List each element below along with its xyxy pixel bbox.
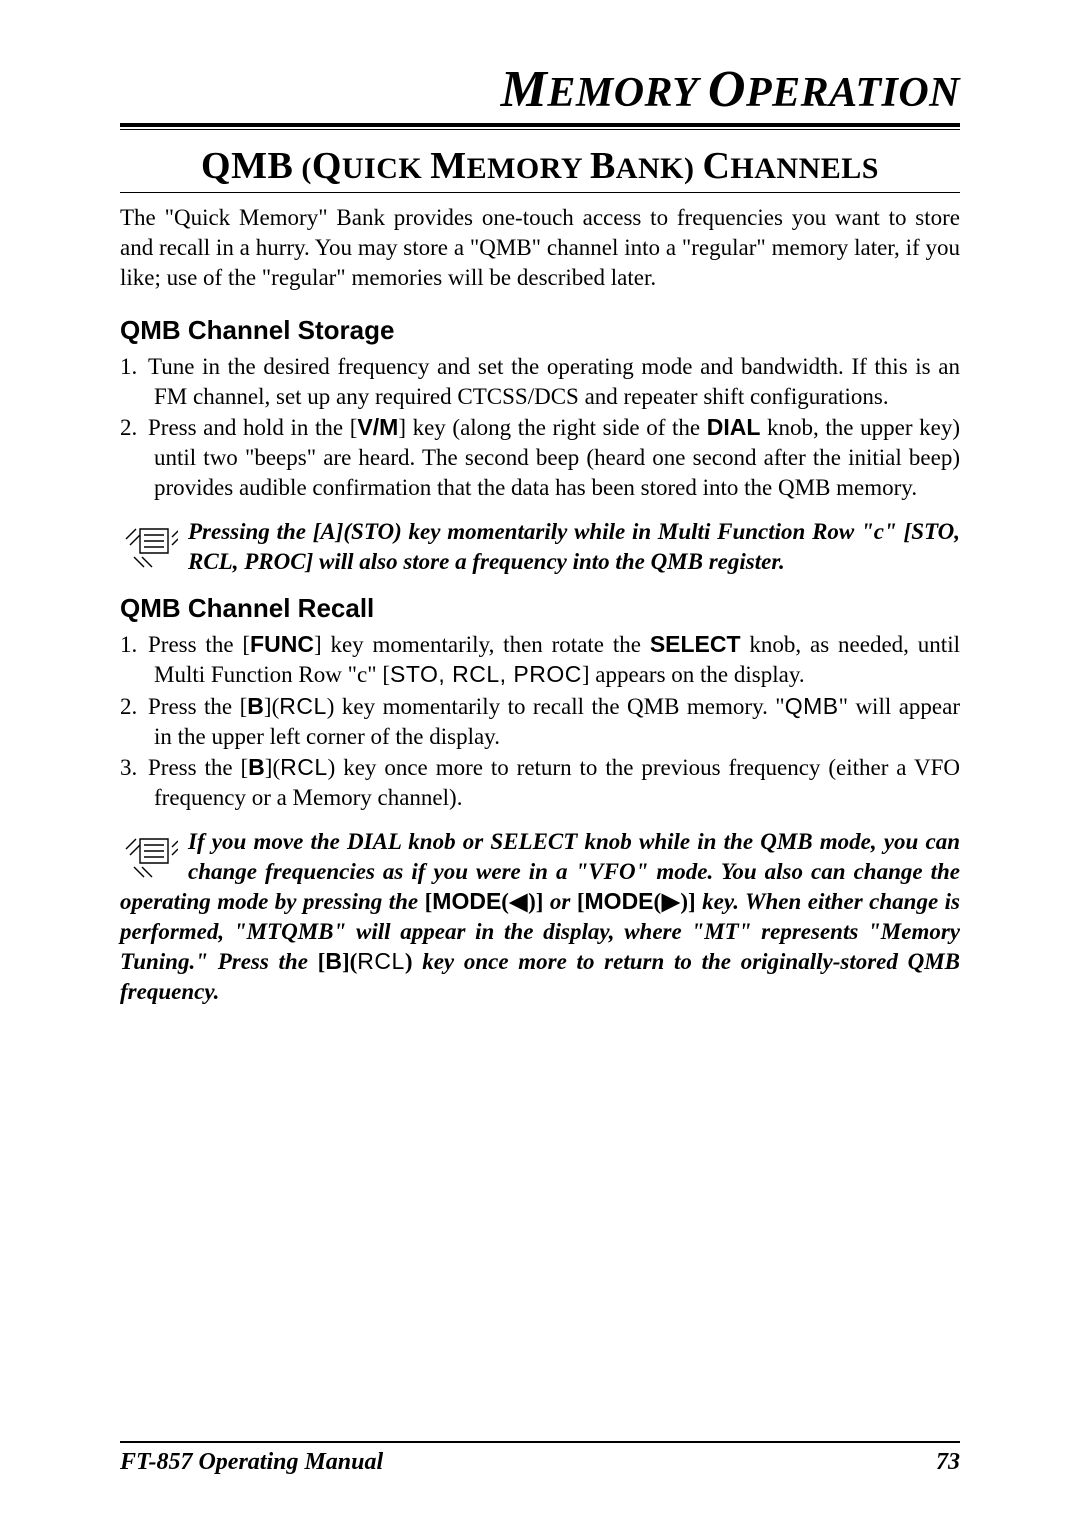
note-2: If you move the DIAL knob or SELECT knob… [120,827,960,1006]
note-icon [120,829,178,879]
recall-step-2-text: Press the [B](RCL) key momentarily to re… [148,694,960,749]
storage-heading: QMB Channel Storage [120,315,960,346]
section-title: QMB (QUICK MEMORY BANK) CHANNELS [120,144,960,188]
title-rule-thin [120,129,960,130]
storage-step-1-text: Tune in the desired frequency and set th… [148,354,960,409]
recall-step-3: 3.Press the [B](RCL) key once more to re… [120,753,960,813]
note-1-text: Pressing the [A](STO) key momentarily wh… [188,519,960,574]
recall-heading: QMB Channel Recall [120,593,960,624]
note-2-text: If you move the DIAL knob or SELECT knob… [120,829,960,1003]
recall-step-2: 2.Press the [B](RCL) key momentarily to … [120,692,960,752]
footer: FT-857 Operating Manual 73 [120,1449,960,1476]
page-title: MEMORY OPERATION [120,60,960,119]
storage-step-2: 2.Press and hold in the [V/M] key (along… [120,413,960,503]
storage-step-1: 1.Tune in the desired frequency and set … [120,352,960,412]
recall-step-1-text: Press the [FUNC] key momentarily, then r… [148,632,960,687]
title-rule-thick [120,123,960,127]
storage-steps: 1.Tune in the desired frequency and set … [120,352,960,505]
footer-page-number: 73 [936,1449,960,1476]
storage-step-2-text: Press and hold in the [V/M] key (along t… [148,415,960,500]
recall-step-1: 1.Press the [FUNC] key momentarily, then… [120,630,960,690]
section-rule [120,192,960,193]
intro-paragraph: The "Quick Memory" Bank provides one-tou… [120,203,960,293]
recall-steps: 1.Press the [FUNC] key momentarily, then… [120,630,960,815]
note-1: Pressing the [A](STO) key momentarily wh… [120,517,960,577]
footer-manual-name: FT-857 Operating Manual [120,1449,383,1476]
note-icon [120,519,178,569]
recall-step-3-text: Press the [B](RCL) key once more to retu… [148,755,960,810]
footer-rule [120,1441,960,1443]
